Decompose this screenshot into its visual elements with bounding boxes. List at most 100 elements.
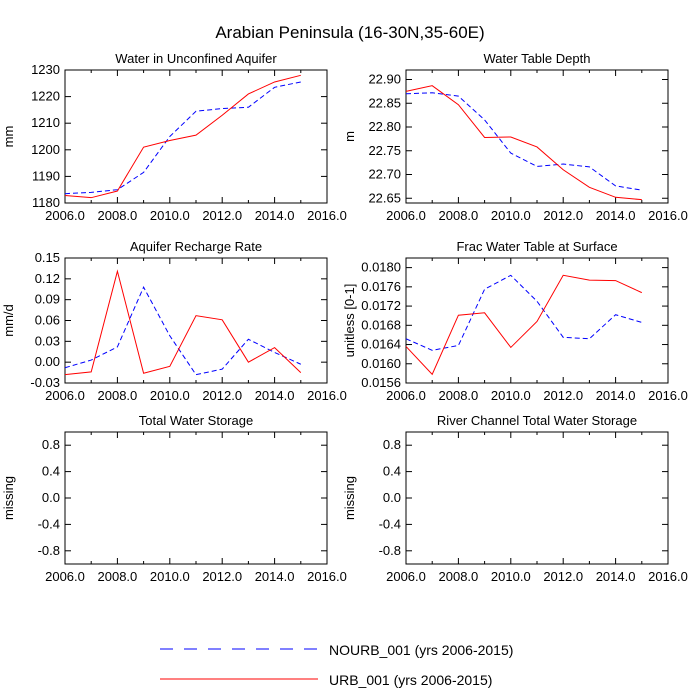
x-tick-label: 2014.0 bbox=[596, 569, 636, 584]
legend-label-nourb: NOURB_001 (yrs 2006-2015) bbox=[329, 642, 513, 658]
x-tick-label: 2008.0 bbox=[98, 388, 138, 403]
x-tick-label: 2016.0 bbox=[648, 208, 688, 223]
x-tick-label: 2012.0 bbox=[543, 208, 583, 223]
x-tick-label: 2016.0 bbox=[648, 388, 688, 403]
y-tick-label: 0.0 bbox=[383, 490, 401, 505]
y-tick-label: 0.12 bbox=[35, 271, 60, 286]
y-axis-label: m bbox=[342, 131, 357, 142]
x-tick-label: 2008.0 bbox=[439, 208, 479, 223]
y-tick-label: 22.85 bbox=[368, 95, 401, 110]
x-tick-label: 2006.0 bbox=[45, 569, 85, 584]
chart-panel: Frac Water Table at Surface unitless [0-1… bbox=[342, 239, 688, 403]
y-axis-label: missing bbox=[342, 476, 357, 520]
y-tick-label: 22.75 bbox=[368, 143, 401, 158]
x-tick-label: 2008.0 bbox=[439, 569, 479, 584]
plot-frame bbox=[64, 431, 328, 565]
y-tick-label: 22.90 bbox=[368, 72, 401, 87]
x-tick-label: 2014.0 bbox=[255, 208, 295, 223]
y-tick-label: 0.0176 bbox=[361, 279, 401, 294]
y-tick-label: 1200 bbox=[31, 142, 60, 157]
series-line-urb_001 bbox=[64, 269, 302, 376]
x-tick-label: 2012.0 bbox=[543, 569, 583, 584]
panel-title: Water in Unconfined Aquifer bbox=[115, 51, 277, 66]
y-tick-label: 0.03 bbox=[35, 333, 60, 348]
y-axis-label: missing bbox=[1, 476, 16, 520]
x-tick-label: 2012.0 bbox=[202, 388, 242, 403]
x-tick-label: 2010.0 bbox=[150, 208, 190, 223]
series-line-urb_001 bbox=[405, 85, 642, 201]
y-tick-label: 1190 bbox=[32, 168, 60, 183]
y-tick-label: -0.03 bbox=[30, 375, 60, 390]
x-tick-label: 2014.0 bbox=[596, 388, 636, 403]
series-line-urb_001 bbox=[64, 74, 301, 199]
y-tick-label: 0.8 bbox=[383, 437, 401, 452]
x-tick-label: 2014.0 bbox=[255, 388, 295, 403]
y-tick-label: 0.0168 bbox=[361, 317, 401, 332]
x-tick-label: 2010.0 bbox=[491, 208, 531, 223]
x-tick-label: 2008.0 bbox=[439, 388, 479, 403]
x-tick-label: 2014.0 bbox=[596, 208, 636, 223]
y-tick-label: 1180 bbox=[32, 195, 60, 210]
panel-title: Aquifer Recharge Rate bbox=[130, 239, 262, 254]
y-tick-label: -0.8 bbox=[379, 543, 401, 558]
chart-panels: Water in Unconfined Aquifer mm 2006.0 2008.… bbox=[1, 51, 688, 584]
y-tick-label: 0.0180 bbox=[361, 260, 401, 275]
chart-panel: Water in Unconfined Aquifer mm 2006.0 2008.… bbox=[1, 51, 347, 223]
chart-panel: Total Water Storage missing 2006.0 2008.0 20… bbox=[1, 413, 347, 584]
y-tick-label: 1230 bbox=[31, 62, 60, 77]
panel-title: Total Water Storage bbox=[139, 413, 253, 428]
x-tick-label: 2012.0 bbox=[202, 208, 242, 223]
y-tick-label: 0.06 bbox=[35, 313, 60, 328]
y-tick-label: 0.00 bbox=[35, 354, 60, 369]
y-axis-label: mm bbox=[1, 126, 16, 148]
x-tick-label: 2016.0 bbox=[307, 388, 347, 403]
x-tick-label: 2012.0 bbox=[202, 569, 242, 584]
x-tick-label: 2012.0 bbox=[543, 388, 583, 403]
y-tick-label: 1220 bbox=[31, 89, 60, 104]
plot-frame bbox=[64, 69, 328, 204]
panel-title: River Channel Total Water Storage bbox=[437, 413, 637, 428]
y-tick-label: 0.0164 bbox=[361, 337, 401, 352]
x-tick-label: 2010.0 bbox=[491, 569, 531, 584]
series-line-nourb_001 bbox=[405, 274, 642, 351]
y-axis-label: mm/d bbox=[1, 304, 16, 337]
y-tick-label: 22.70 bbox=[368, 167, 401, 182]
chart-panel: River Channel Total Water Storage missing… bbox=[342, 413, 688, 584]
y-tick-label: 0.8 bbox=[42, 437, 60, 452]
y-tick-label: 0.09 bbox=[35, 292, 60, 307]
y-tick-label: 0.4 bbox=[383, 464, 401, 479]
panel-title: Frac Water Table at Surface bbox=[456, 239, 617, 254]
x-tick-label: 2008.0 bbox=[98, 208, 138, 223]
y-tick-label: 0.0156 bbox=[361, 375, 401, 390]
x-tick-label: 2014.0 bbox=[255, 569, 295, 584]
series-line-urb_001 bbox=[405, 274, 643, 376]
legend: NOURB_001 (yrs 2006-2015) URB_001 (yrs 2… bbox=[160, 642, 513, 688]
y-tick-label: -0.4 bbox=[379, 516, 401, 531]
series-line-nourb_001 bbox=[64, 286, 302, 376]
y-tick-label: 0.0160 bbox=[361, 356, 401, 371]
y-axis-label: unitless [0-1] bbox=[342, 284, 357, 358]
chart-panel: Aquifer Recharge Rate mm/d 2006.0 2008.0 201… bbox=[1, 239, 347, 403]
y-tick-label: 1210 bbox=[31, 115, 60, 130]
y-tick-label: 0.0172 bbox=[361, 298, 401, 313]
y-tick-label: -0.8 bbox=[38, 543, 60, 558]
x-tick-label: 2006.0 bbox=[386, 569, 426, 584]
x-tick-label: 2016.0 bbox=[648, 569, 688, 584]
y-tick-label: 0.15 bbox=[35, 250, 60, 265]
legend-label-urb: URB_001 (yrs 2006-2015) bbox=[329, 672, 492, 688]
x-tick-label: 2008.0 bbox=[98, 569, 138, 584]
series-line-nourb_001 bbox=[405, 92, 642, 191]
x-tick-label: 2006.0 bbox=[386, 388, 426, 403]
x-tick-label: 2016.0 bbox=[307, 208, 347, 223]
x-tick-label: 2006.0 bbox=[45, 388, 85, 403]
x-tick-label: 2010.0 bbox=[150, 569, 190, 584]
y-tick-label: 22.80 bbox=[368, 119, 401, 134]
y-tick-label: 0.4 bbox=[42, 464, 60, 479]
plot-frame bbox=[405, 431, 669, 565]
y-tick-label: -0.4 bbox=[38, 516, 60, 531]
x-tick-label: 2010.0 bbox=[150, 388, 190, 403]
x-tick-label: 2016.0 bbox=[307, 569, 347, 584]
chart-panel: Water Table Depth m 2006.0 2008.0 2010.0 2012… bbox=[342, 51, 688, 223]
series-line-nourb_001 bbox=[64, 81, 301, 195]
